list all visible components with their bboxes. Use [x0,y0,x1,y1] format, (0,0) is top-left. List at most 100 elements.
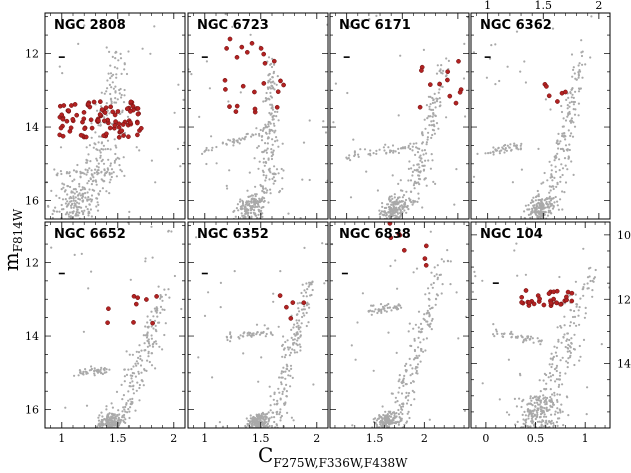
star-point [264,187,267,190]
star-point [419,322,423,325]
star-point [85,173,88,176]
star-point [99,151,102,154]
highlighted-star [387,222,393,226]
star-point [84,192,87,195]
star-point [109,92,112,96]
star-point [110,415,113,418]
star-point [397,147,400,150]
star-point [568,345,572,348]
star-point [69,200,72,203]
star-point [69,174,72,178]
star-point [147,352,150,355]
star-point [414,323,417,326]
star-point [254,214,257,217]
star-point [442,260,445,263]
star-point [291,376,294,379]
star-point [128,210,131,213]
star-point [252,134,255,137]
star-point [410,201,413,204]
star-point [267,97,270,100]
highlighted-star [106,306,111,312]
star-point [524,414,528,417]
star-point [262,127,265,130]
star-point [522,429,524,431]
star-point [257,413,261,416]
star-point [554,380,557,383]
star-point [108,421,111,424]
star-point [293,333,296,336]
star-point [207,149,210,152]
star-point [103,169,106,172]
star-point [399,205,402,208]
star-point [278,376,281,379]
star-point [378,209,381,212]
star-point [72,199,75,202]
star-point [158,345,161,348]
star-point [117,416,120,419]
star-point [132,392,135,395]
star-point [101,430,103,432]
star-point [494,43,497,46]
star-point [286,365,289,368]
star-point [567,357,570,360]
star-point [64,406,67,409]
star-point [240,212,243,215]
star-point [433,101,436,104]
star-point [556,393,559,396]
star-point [296,351,299,354]
star-point [481,382,484,385]
star-point [113,417,117,420]
star-point [552,403,556,406]
star-point [258,132,261,136]
star-point [128,416,131,420]
star-point [435,273,438,276]
star-point [269,409,272,412]
star-point [296,331,299,334]
star-point [100,411,103,414]
star-point [582,247,585,250]
star-point [537,147,540,150]
star-point [267,168,270,171]
highlighted-star [108,104,114,110]
star-point [137,372,140,375]
star-point [124,405,127,409]
star-point [529,338,532,341]
star-point [561,190,564,193]
star-point [79,172,82,175]
star-point [65,231,68,234]
star-point [289,374,292,377]
star-point [97,172,100,175]
star-point [64,189,67,192]
star-point [431,133,434,137]
star-point [135,364,138,367]
star-point [122,406,125,409]
highlighted-star [417,104,423,110]
star-point [423,118,426,121]
star-point [225,143,228,146]
star-point [394,416,397,419]
star-point [270,128,273,132]
star-point [265,191,268,194]
star-point [568,148,571,152]
star-point [431,115,434,118]
star-point [397,421,400,424]
star-point [555,369,558,373]
star-point [432,281,435,285]
star-point [261,423,264,427]
star-point [427,115,430,118]
star-point [411,149,414,152]
star-point [568,105,571,108]
star-point [167,229,170,232]
star-point [120,96,123,99]
star-point [430,283,433,286]
star-point [105,368,108,371]
star-point [270,416,273,419]
star-point [163,333,166,337]
star-point [556,204,559,207]
star-point [72,206,75,209]
star-point [88,369,91,372]
highlighted-star [271,58,277,64]
star-point [555,364,559,367]
star-point [415,182,418,185]
star-point [431,306,434,309]
